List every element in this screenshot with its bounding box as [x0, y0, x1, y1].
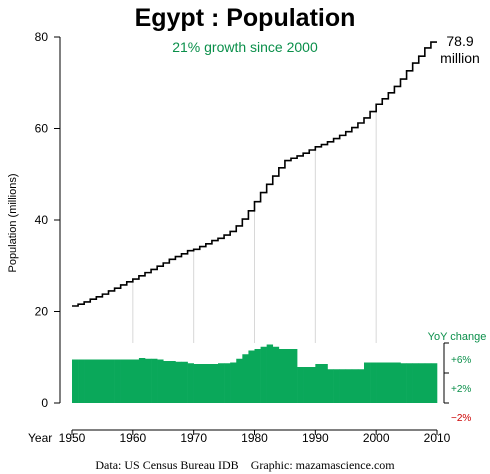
yoy-bar-2007 [418, 363, 426, 403]
y-tick-label-60: 60 [35, 122, 49, 136]
x-tick-label-2000: 2000 [363, 431, 390, 445]
yoy-tick-minus2: −2% [451, 413, 471, 424]
yoy-bar-1998 [364, 362, 371, 403]
yoy-bar-1984 [278, 349, 286, 403]
yoy-bars [72, 344, 438, 403]
x-axis-year-label: Year [28, 431, 52, 445]
yoy-bar-1958 [120, 359, 128, 403]
yoy-bar-1996 [351, 369, 359, 403]
yoy-bar-1970 [193, 364, 201, 403]
y-tick-label-40: 40 [35, 213, 49, 227]
yoy-title: YoY change [428, 331, 487, 343]
yoy-bar-1951 [78, 359, 85, 403]
chart-title: Egypt : Population [135, 4, 356, 32]
x-tick-label-1980: 1980 [241, 431, 268, 445]
yoy-bar-1968 [181, 361, 188, 403]
yoy-bar-1990 [315, 364, 322, 403]
x-tick-label-1950: 1950 [59, 431, 86, 445]
yoy-bar-1991 [321, 364, 328, 403]
yoy-bar-1973 [211, 364, 219, 403]
end-value-label: 78.9 [446, 33, 473, 49]
yoy-bar-1977 [236, 358, 243, 403]
x-tick-label-1990: 1990 [302, 431, 329, 445]
yoy-bar-1985 [284, 349, 292, 403]
yoy-bar-2000 [376, 362, 383, 403]
yoy-bar-1999 [370, 362, 377, 403]
yoy-bar-2009 [430, 363, 438, 403]
yoy-bar-1950 [72, 359, 79, 403]
yoy-bar-1988 [303, 367, 310, 403]
yoy-bar-1963 [151, 358, 158, 403]
yoy-bar-1997 [357, 369, 365, 403]
yoy-bar-1971 [199, 364, 207, 403]
yoy-bar-1954 [96, 359, 103, 403]
yoy-bar-2004 [400, 363, 407, 403]
yoy-bar-2008 [424, 363, 432, 403]
yoy-bar-1967 [175, 361, 182, 403]
yoy-bar-1959 [126, 359, 134, 403]
yoy-bar-1974 [218, 363, 225, 403]
yoy-bar-1957 [114, 359, 121, 403]
yoy-bar-1962 [145, 358, 152, 403]
yoy-bar-1983 [272, 346, 280, 403]
yoy-bar-2005 [406, 363, 413, 403]
yoy-bar-1965 [163, 361, 170, 403]
yoy-bar-1960 [132, 359, 140, 403]
end-unit-label: million [440, 50, 480, 66]
yoy-bar-1980 [254, 349, 261, 403]
yoy-bar-1982 [266, 344, 274, 403]
y-tick-label-80: 80 [35, 30, 49, 44]
yoy-bar-2006 [412, 363, 420, 403]
yoy-bar-1969 [187, 363, 194, 403]
yoy-bar-1975 [224, 363, 231, 403]
grid-lines [132, 104, 377, 343]
yoy-bar-1976 [230, 362, 237, 403]
y-axis-ticks: 0 20 40 60 80 [35, 30, 60, 410]
chart-subtitle: 21% growth since 2000 [172, 39, 318, 55]
yoy-bar-1993 [333, 369, 340, 403]
y-tick-label-0: 0 [41, 396, 48, 410]
yoy-bar-1966 [169, 361, 176, 403]
y-axis-label: Population (millions) [7, 173, 19, 272]
x-tick-label-1970: 1970 [180, 431, 207, 445]
x-axis-ticks: 1950 1960 1970 1980 1990 2000 2010 [59, 430, 451, 445]
yoy-bar-1989 [309, 367, 316, 403]
yoy-bar-2001 [382, 362, 389, 403]
population-line [72, 41, 437, 307]
yoy-bar-1981 [260, 346, 267, 403]
x-tick-label-2010: 2010 [424, 431, 451, 445]
yoy-bar-1961 [138, 358, 146, 403]
footer-credits: Data: US Census Bureau IDB Graphic: maza… [95, 458, 395, 472]
yoy-bar-1955 [102, 359, 109, 403]
yoy-bar-1952 [84, 359, 91, 403]
yoy-bar-1978 [242, 354, 249, 403]
yoy-bar-1979 [248, 350, 255, 403]
x-tick-label-1960: 1960 [119, 431, 146, 445]
yoy-bar-1992 [327, 369, 334, 403]
yoy-bar-1995 [345, 369, 353, 403]
y-tick-label-20: 20 [35, 305, 49, 319]
yoy-bar-1972 [205, 364, 213, 403]
yoy-bar-1956 [108, 359, 115, 403]
yoy-bar-1953 [90, 359, 97, 403]
yoy-bar-1987 [297, 367, 304, 403]
yoy-tick-plus2: +2% [451, 384, 471, 395]
yoy-bar-1986 [291, 349, 298, 403]
yoy-tick-plus6: +6% [451, 355, 471, 366]
yoy-bar-1994 [339, 369, 347, 403]
yoy-bar-2003 [394, 362, 401, 403]
yoy-bar-2002 [388, 362, 395, 403]
yoy-bar-1964 [157, 359, 164, 403]
